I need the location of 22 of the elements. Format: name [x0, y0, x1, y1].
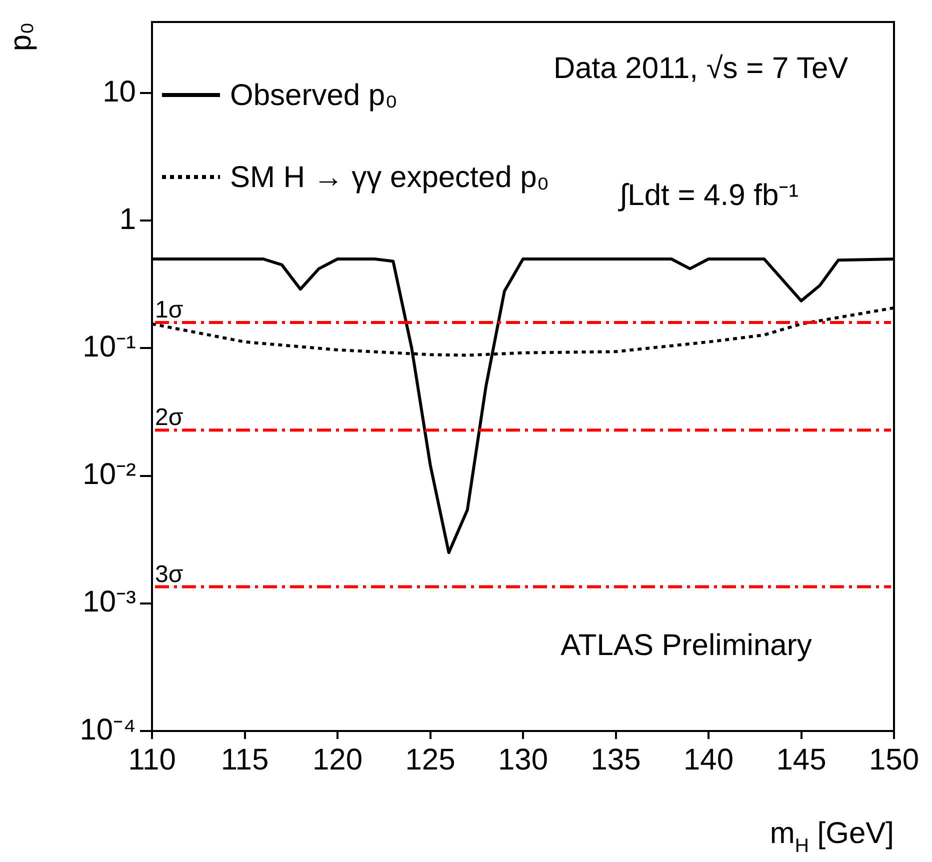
y-tick-label: 10	[102, 75, 136, 108]
x-tick-label: 115	[220, 743, 269, 776]
y-tick-label: 10⁻¹	[82, 330, 136, 364]
annotation: Data 2011, √s = 7 TeV	[553, 52, 848, 85]
y-tick-label: 10⁻³	[82, 586, 136, 619]
x-tick-label: 140	[683, 743, 734, 776]
x-tick-label: 130	[498, 743, 548, 776]
ref-line-label: 1σ	[155, 296, 184, 324]
ref-line-label: 2σ	[155, 404, 184, 432]
annotation: ATLAS Preliminary	[560, 629, 812, 662]
y-tick-label: 10⁻²	[82, 458, 136, 492]
x-tick-label: 150	[868, 743, 920, 776]
y-tick-label: 1	[119, 202, 136, 236]
y-axis-title: p₀	[4, 22, 38, 52]
x-tick-label: 120	[312, 743, 363, 776]
legend-label: Observed p₀	[230, 79, 398, 112]
annotation: ∫Ldt = 4.9 fb⁻¹	[617, 179, 799, 212]
x-tick-label: 125	[405, 743, 456, 776]
legend-label: SM H → γγ expected p₀	[230, 161, 550, 194]
x-tick-label: 135	[590, 743, 641, 776]
x-tick-label: 145	[776, 743, 826, 776]
ref-line-label: 3σ	[155, 560, 184, 588]
